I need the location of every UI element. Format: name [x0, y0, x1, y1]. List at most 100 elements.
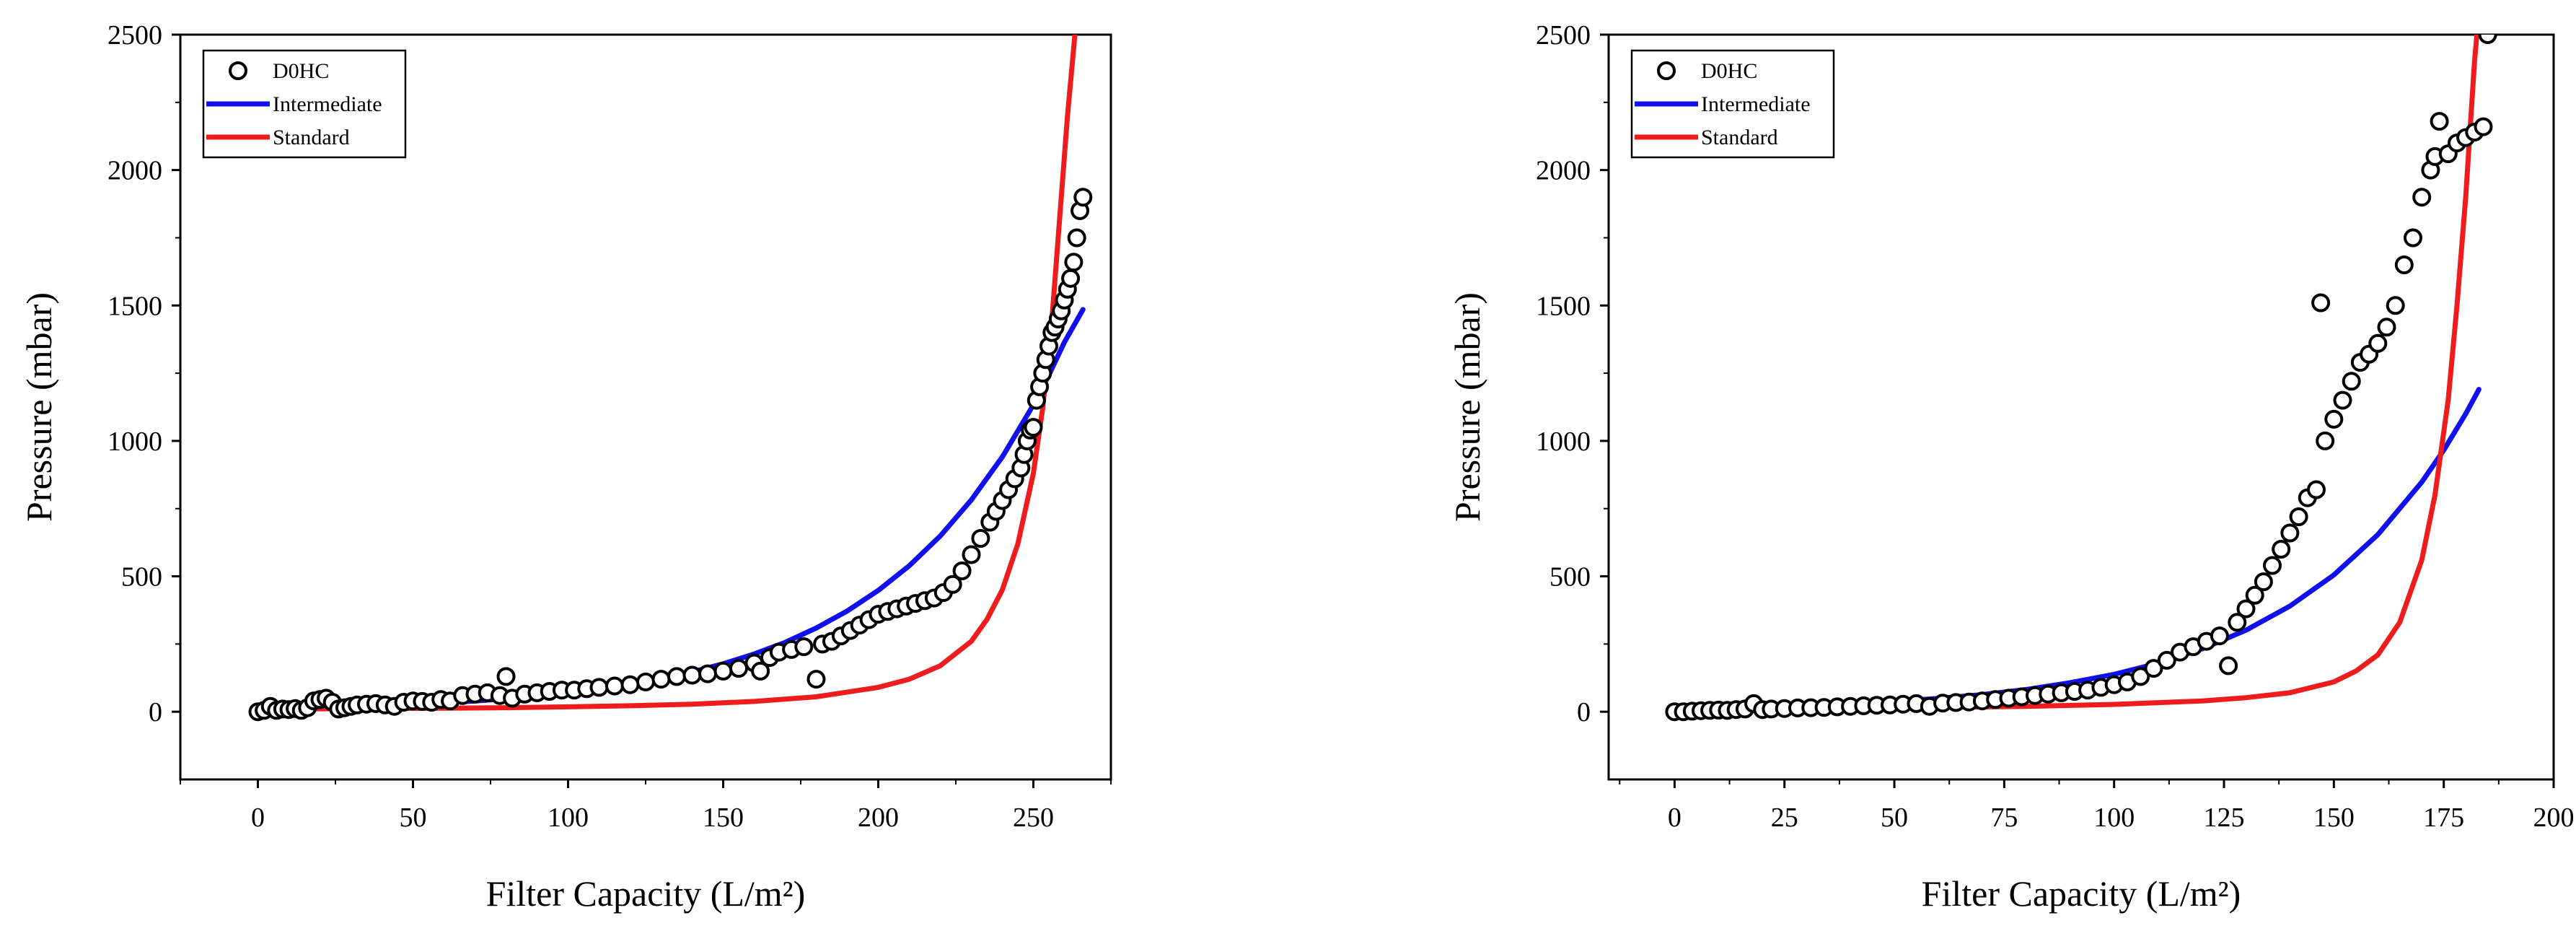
legend-marker-icon	[229, 61, 247, 80]
series-line-intermediate	[1671, 387, 2482, 712]
legend-label: D0HC	[1701, 59, 1757, 83]
data-point	[2333, 390, 2352, 410]
data-point	[496, 667, 516, 686]
data-point	[2377, 318, 2396, 337]
x-tick-label: 175	[2423, 803, 2464, 833]
data-point	[952, 561, 972, 580]
data-point	[2219, 656, 2238, 676]
x-axis-title: Filter Capacity (L/m²)	[486, 873, 806, 914]
legend-marker-icon	[1657, 61, 1676, 80]
x-tick-label: 100	[2093, 803, 2135, 833]
plot-area	[248, 35, 1093, 722]
data-point	[962, 545, 981, 564]
x-tick-label: 150	[703, 803, 744, 833]
x-tick-label: 0	[251, 803, 265, 833]
legend-label: Standard	[273, 126, 350, 149]
data-point	[2280, 523, 2300, 543]
x-tick-label: 50	[400, 803, 427, 833]
x-tick-label: 200	[858, 803, 899, 833]
x-tick-label: 0	[1668, 803, 1682, 833]
y-tick-label: 1500	[107, 291, 162, 321]
data-point	[620, 675, 640, 694]
data-point	[605, 676, 624, 696]
data-point	[2289, 507, 2308, 526]
y-tick-label: 500	[121, 562, 162, 593]
x-tick-label: 150	[2313, 803, 2355, 833]
x-tick-label: 100	[548, 803, 589, 833]
data-point	[2386, 296, 2405, 315]
x-tick-label: 250	[1013, 803, 1054, 833]
data-point	[2430, 112, 2449, 131]
data-point	[589, 678, 609, 697]
data-point	[1061, 268, 1081, 288]
data-point	[943, 574, 962, 594]
x-tick-label: 75	[1990, 803, 2018, 833]
chart-panel-2: 0 500 1000 1500 2000 2500 0 25 50 75 100 125 150 175 2…	[1447, 20, 2575, 914]
plot-frame	[1607, 33, 2555, 781]
plot-area	[1665, 35, 2497, 722]
y-axis-title: Pressure (mbar)	[1447, 292, 1487, 522]
data-point	[2144, 659, 2163, 678]
data-point	[2236, 599, 2256, 619]
data-point	[2157, 650, 2176, 670]
y-tick-label: 0	[149, 697, 162, 727]
data-point	[2412, 188, 2432, 207]
data-point	[2394, 255, 2414, 274]
x-tick-label: 125	[2204, 803, 2245, 833]
x-tick-label: 25	[1771, 803, 1798, 833]
data-point	[2245, 585, 2264, 605]
legend-label: D0HC	[273, 59, 329, 83]
data-point	[1024, 418, 1043, 437]
legend-label: Intermediate	[273, 92, 382, 116]
data-point	[2307, 480, 2326, 499]
x-axis-title: Filter Capacity (L/m²)	[1922, 873, 2241, 914]
legend: D0HC Intermediate Standard	[202, 49, 407, 159]
legend: D0HC Intermediate Standard	[1630, 49, 1835, 159]
data-point	[2368, 333, 2388, 353]
data-point	[2228, 613, 2247, 632]
data-point	[636, 672, 655, 691]
data-point	[2272, 540, 2291, 559]
y-axis-title: Pressure (mbar)	[19, 292, 59, 522]
data-point	[2131, 667, 2150, 686]
data-point	[2474, 117, 2493, 136]
data-point	[2316, 431, 2335, 450]
legend-label: Intermediate	[1701, 92, 1811, 116]
data-point	[713, 661, 733, 681]
y-tick-label: 0	[1577, 697, 1591, 727]
y-tick-label: 2000	[107, 156, 162, 186]
y-tick-label: 1000	[1536, 427, 1591, 457]
data-point	[2210, 626, 2229, 646]
data-point	[794, 637, 814, 657]
data-point	[2324, 409, 2344, 429]
y-tick-label: 2500	[107, 20, 162, 51]
data-point	[1067, 228, 1086, 248]
data-point	[729, 659, 748, 678]
data-point	[698, 664, 717, 683]
data-point	[2478, 35, 2497, 44]
y-tick-label: 2500	[1536, 20, 1591, 51]
chart-panel-1: 0 500 1000 1500 2000 2500 0 50 100 150 200 250 Filte…	[19, 20, 1112, 914]
data-point	[2311, 293, 2331, 312]
data-point	[2263, 556, 2282, 575]
data-point	[2342, 372, 2361, 391]
x-tick-label: 200	[2533, 803, 2575, 833]
data-point	[682, 665, 702, 685]
legend-label: Standard	[1701, 126, 1778, 149]
data-point	[2404, 228, 2422, 248]
y-tick-label: 2000	[1536, 156, 1591, 186]
data-point	[751, 661, 770, 681]
y-tick-label: 500	[1549, 562, 1591, 593]
y-tick-label: 1500	[1536, 291, 1591, 321]
series-line-standard	[255, 35, 1078, 712]
data-point	[667, 667, 686, 686]
data-point	[1073, 188, 1093, 207]
data-point	[1064, 253, 1083, 272]
data-point	[2254, 572, 2273, 592]
data-point	[651, 670, 671, 689]
data-point	[806, 670, 826, 689]
y-tick-label: 1000	[107, 427, 162, 457]
data-point	[971, 529, 990, 548]
x-tick-label: 50	[1881, 803, 1908, 833]
